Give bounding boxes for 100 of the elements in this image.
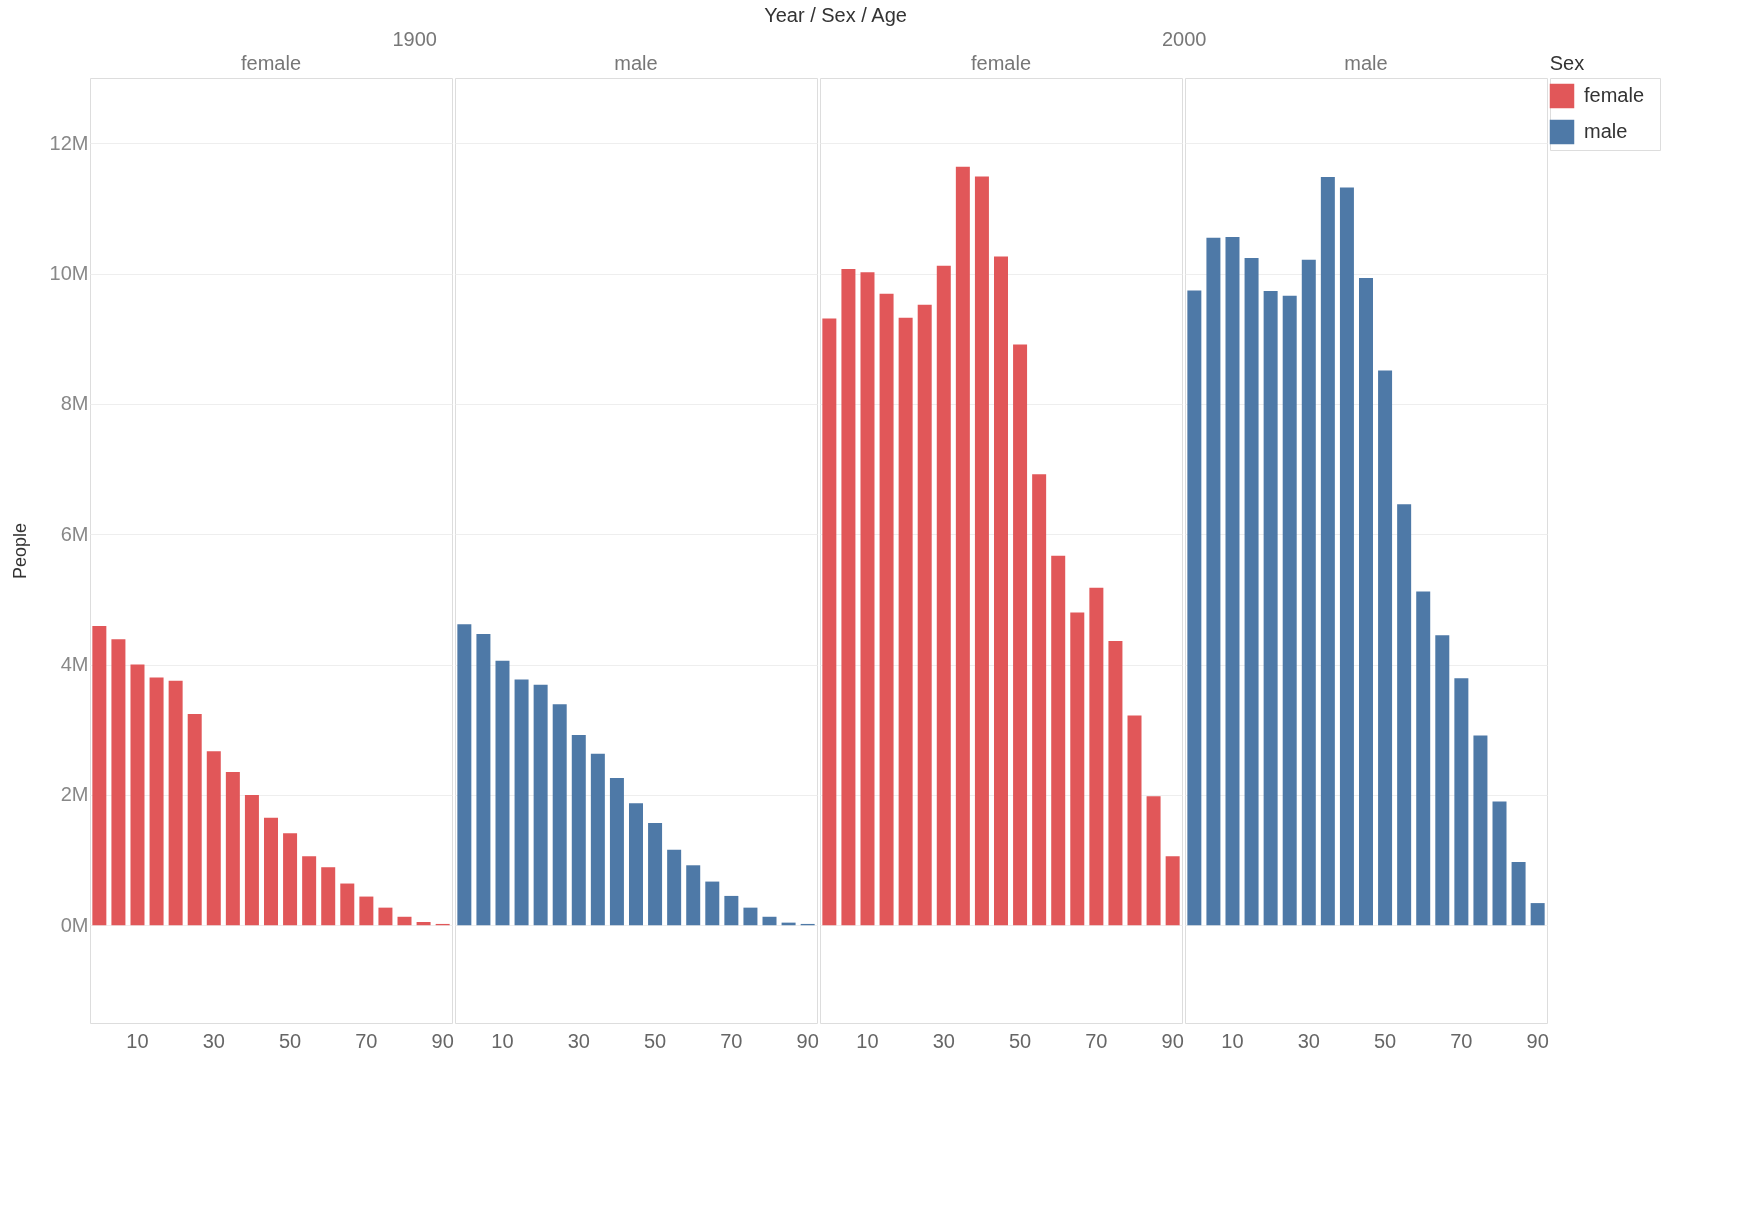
bar xyxy=(762,916,777,926)
bar xyxy=(1146,796,1161,926)
x-tick-label: 30 xyxy=(202,1029,225,1052)
bar xyxy=(1225,237,1240,926)
x-tick-label: 30 xyxy=(1297,1029,1320,1052)
bar xyxy=(244,794,259,926)
bar xyxy=(1127,715,1142,926)
bar xyxy=(397,916,412,926)
legend-label: male xyxy=(1584,120,1628,142)
bar xyxy=(1397,504,1412,926)
bar xyxy=(302,856,317,926)
bar xyxy=(359,896,374,926)
bar xyxy=(974,176,989,926)
x-tick-label: 90 xyxy=(796,1029,819,1052)
x-tick-label: 50 xyxy=(643,1029,667,1052)
bar xyxy=(667,849,682,926)
bar xyxy=(936,265,951,926)
bar xyxy=(571,734,586,926)
bar xyxy=(994,256,1008,926)
bar xyxy=(1492,801,1507,926)
bar xyxy=(1320,177,1335,926)
bar xyxy=(1454,678,1469,926)
bar xyxy=(1339,187,1354,926)
x-tick-label: 90 xyxy=(431,1029,454,1052)
bar xyxy=(1206,237,1221,926)
y-tick-label: 10M xyxy=(49,262,89,285)
bar xyxy=(1032,474,1047,926)
bar xyxy=(705,881,720,926)
y-tick-label: 4M xyxy=(60,653,89,676)
bar xyxy=(1511,862,1526,926)
bar xyxy=(1187,290,1202,926)
text: female xyxy=(970,52,1032,74)
text: male xyxy=(614,52,658,74)
bar xyxy=(264,817,278,926)
bar xyxy=(206,751,221,926)
bar xyxy=(495,660,510,926)
y-tick-label: 2M xyxy=(60,783,89,806)
chart-title: 1900 xyxy=(392,27,437,50)
bar xyxy=(1530,903,1545,926)
y-tick-label: 6M xyxy=(60,522,89,545)
x-tick-label: 30 xyxy=(567,1029,590,1052)
bar xyxy=(111,639,126,926)
bar xyxy=(1089,587,1104,926)
y-tick-label: 12M xyxy=(49,131,89,154)
x-tick-label: 70 xyxy=(720,1029,743,1052)
bar xyxy=(648,822,663,926)
bar xyxy=(457,624,472,926)
bar xyxy=(686,865,701,926)
bar xyxy=(225,772,240,926)
x-tick-label: 50 xyxy=(1373,1029,1397,1052)
bar xyxy=(1301,259,1316,926)
x-tick-label: 10 xyxy=(1221,1029,1244,1052)
bar xyxy=(1282,295,1297,926)
text: female xyxy=(240,52,302,74)
bar xyxy=(1244,257,1259,926)
bar xyxy=(187,714,202,926)
y-tick-label: 8M xyxy=(60,392,89,415)
bar xyxy=(1416,591,1431,926)
bar xyxy=(822,318,837,926)
x-tick-label: 90 xyxy=(1526,1029,1549,1052)
bar xyxy=(1051,555,1066,926)
bar xyxy=(898,317,913,926)
bar xyxy=(130,664,145,926)
chart-title: 2000 xyxy=(1161,27,1207,50)
bar xyxy=(92,626,107,926)
bar xyxy=(533,684,548,926)
bar xyxy=(1359,278,1373,926)
x-tick-label: 10 xyxy=(856,1029,879,1052)
x-tick-label: 70 xyxy=(1085,1029,1108,1052)
bar xyxy=(321,867,336,926)
bar xyxy=(629,803,643,926)
bar xyxy=(1263,291,1278,926)
bar xyxy=(1070,612,1085,926)
bar xyxy=(476,633,491,926)
bar xyxy=(879,293,894,926)
bar xyxy=(743,907,758,926)
x-tick-label: 10 xyxy=(126,1029,149,1052)
text: male xyxy=(1344,52,1388,74)
y-axis-title: People xyxy=(9,522,30,580)
bar xyxy=(416,921,431,926)
y-tick-label: 0M xyxy=(60,913,89,936)
bar xyxy=(514,679,529,926)
bar xyxy=(149,677,164,926)
bar xyxy=(590,753,605,926)
bar xyxy=(1013,344,1028,926)
legend-label: female xyxy=(1584,84,1645,106)
x-tick-label: 50 xyxy=(1008,1029,1032,1052)
text: Year / Sex / Age xyxy=(764,3,907,26)
bar xyxy=(378,907,393,926)
x-tick-label: 70 xyxy=(355,1029,378,1052)
x-tick-label: 50 xyxy=(278,1029,302,1052)
x-tick-label: 90 xyxy=(1161,1029,1184,1052)
bar xyxy=(552,704,567,926)
legend-title: Sex xyxy=(1549,52,1585,74)
x-tick-label: 10 xyxy=(491,1029,514,1052)
bar xyxy=(283,833,298,926)
bar xyxy=(168,680,183,926)
bar xyxy=(609,777,624,926)
bar xyxy=(340,883,355,926)
bar xyxy=(1378,370,1393,926)
